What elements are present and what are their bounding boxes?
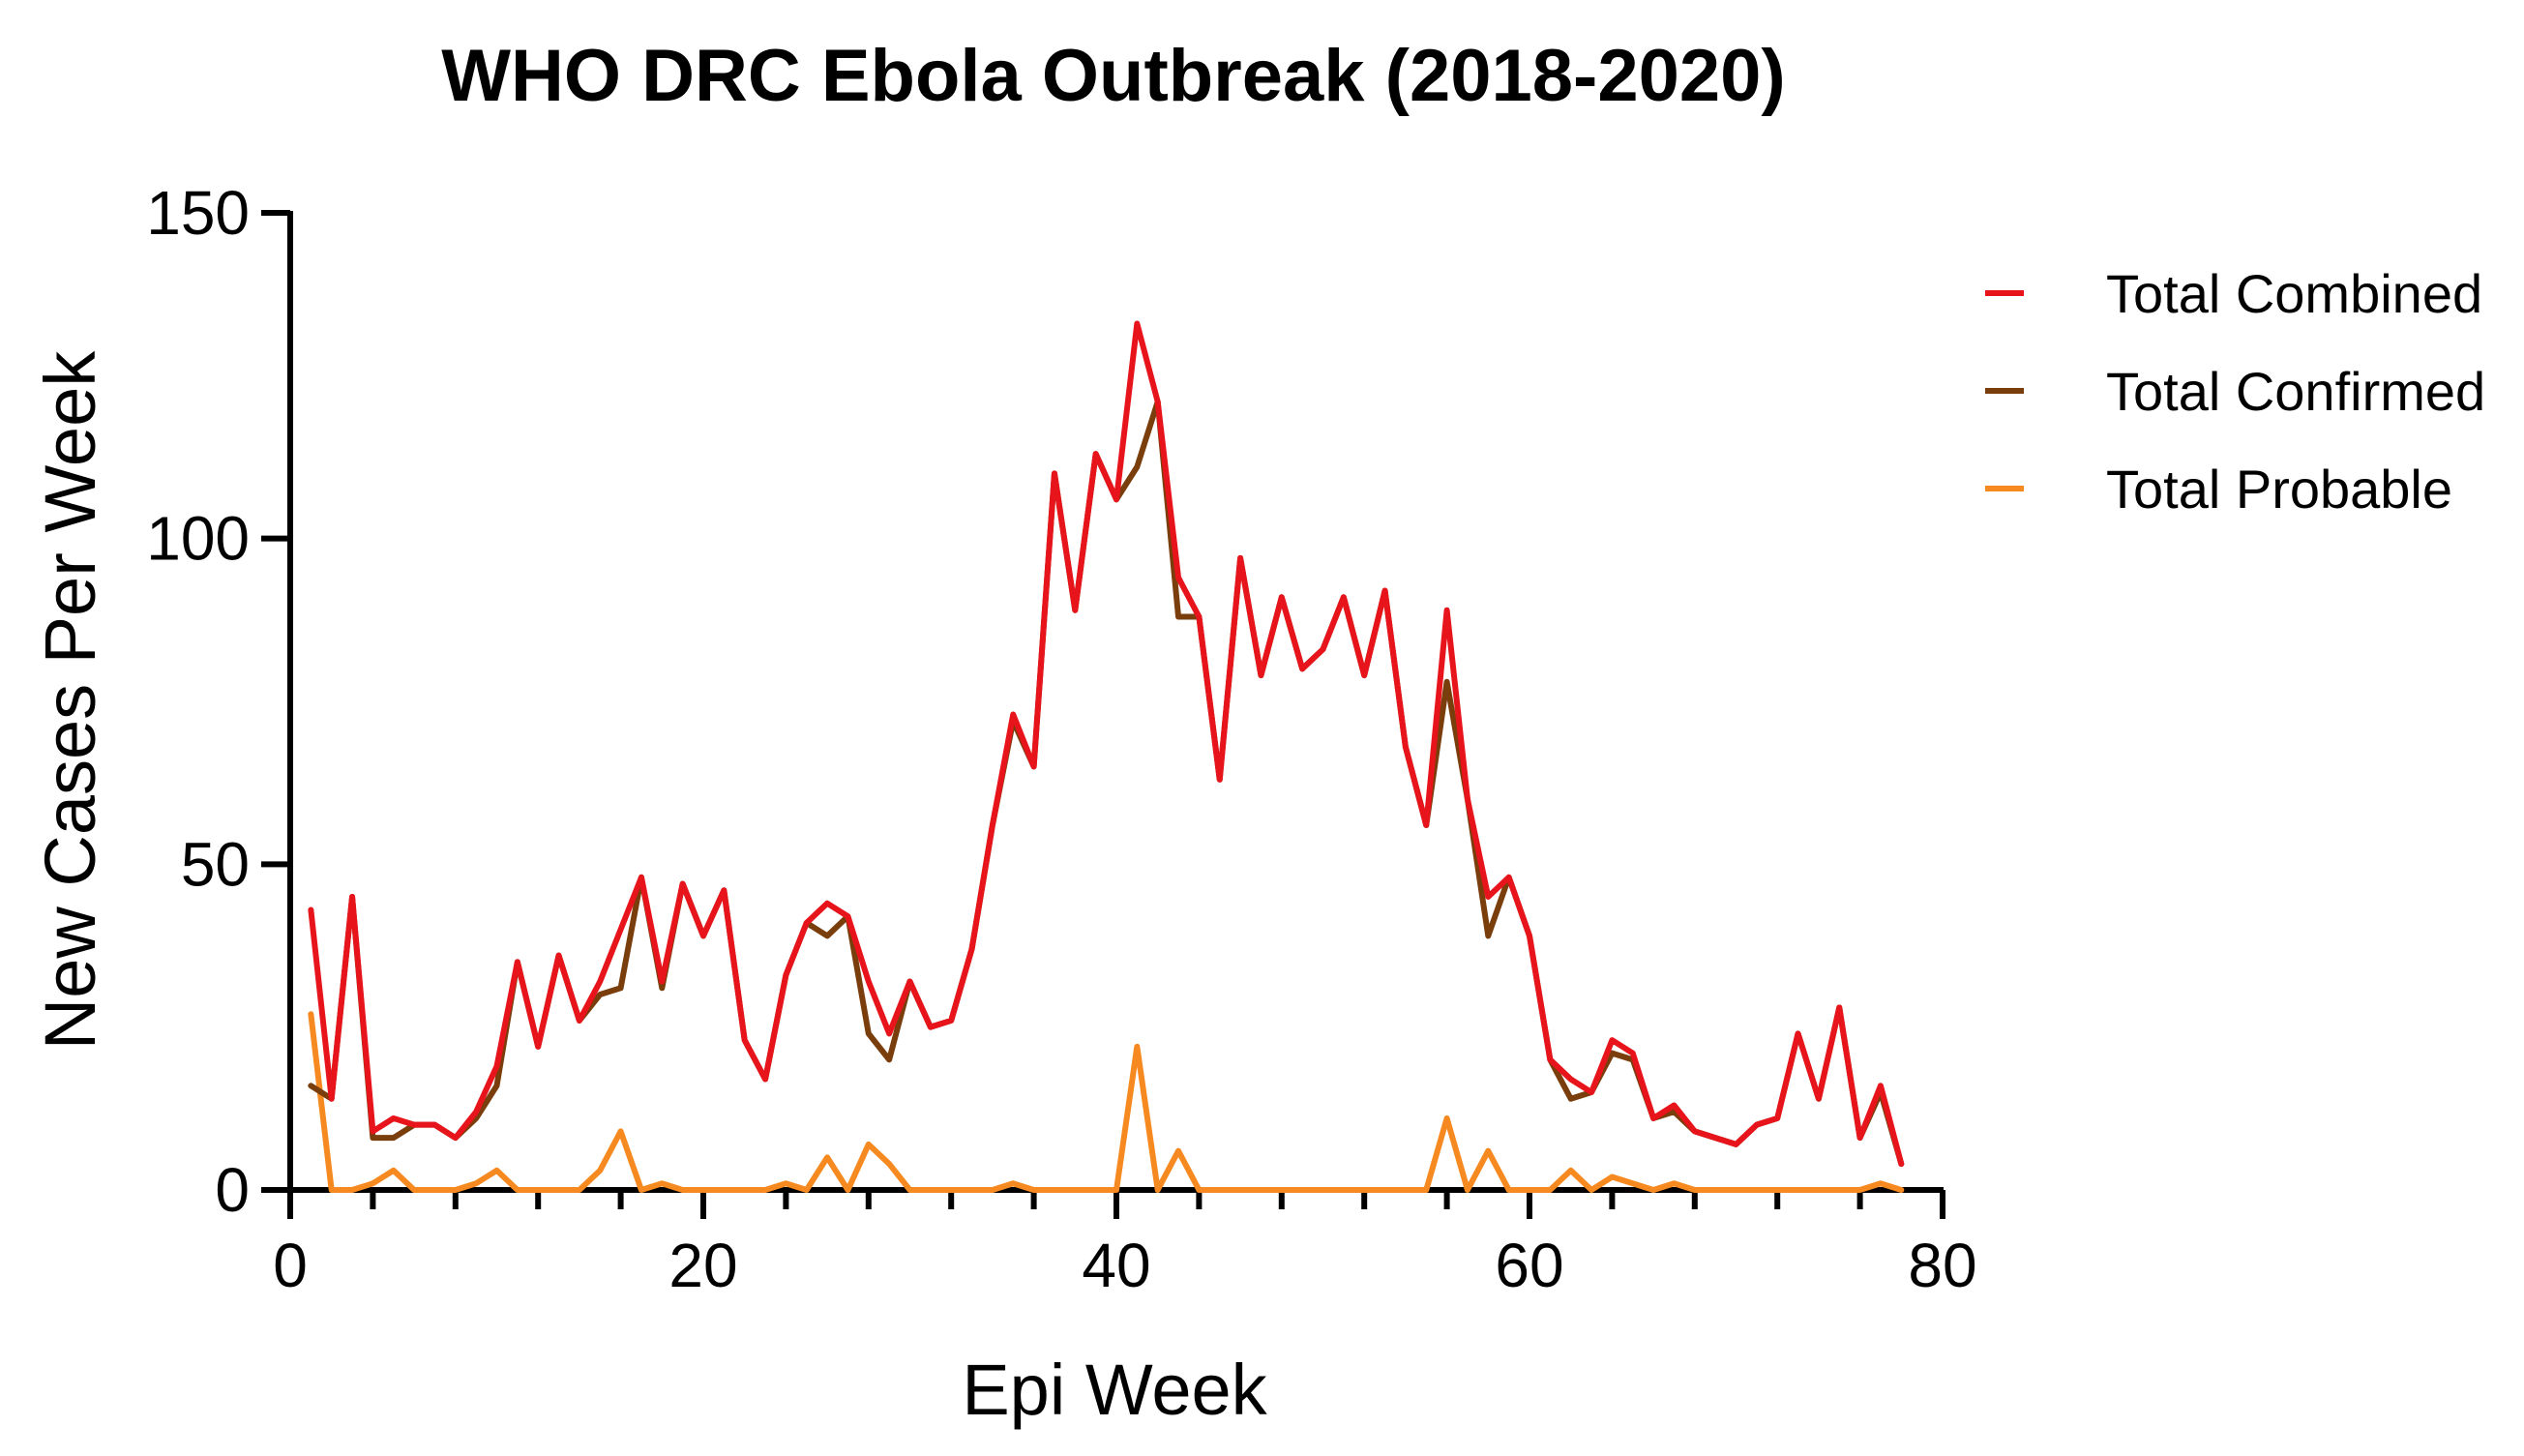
x-tick-label: 0 <box>273 1231 308 1300</box>
x-axis: 0 20 40 60 80 Epi Week <box>273 1187 1977 1430</box>
x-tick-label: 60 <box>1495 1231 1563 1300</box>
y-tick-label: 100 <box>146 504 250 574</box>
legend-label-total-probable: Total Probable <box>2106 459 2452 520</box>
series-line-total-confirmed <box>308 399 1905 1168</box>
x-axis-label: Epi Week <box>962 1350 1267 1430</box>
series-line-total-combined <box>308 320 1905 1168</box>
x-tick-label: 40 <box>1082 1231 1150 1300</box>
y-tick-label: 50 <box>181 829 250 899</box>
y-axis-label: New Cases Per Week <box>30 350 110 1050</box>
y-tick-label: 150 <box>146 178 250 248</box>
x-ticks: 0 20 40 60 80 <box>273 1190 1977 1300</box>
series-line-total-probable <box>308 1011 1905 1193</box>
legend-label-total-confirmed: Total Confirmed <box>2106 361 2485 422</box>
x-tick-label: 20 <box>668 1231 737 1300</box>
y-axis: 0 50 100 150 New Cases Per Week <box>30 178 293 1225</box>
series-group <box>308 320 1905 1193</box>
y-ticks: 0 50 100 150 <box>146 178 290 1225</box>
chart-title: WHO DRC Ebola Outbreak (2018-2020) <box>441 35 1786 117</box>
legend-label-total-combined: Total Combined <box>2106 263 2482 324</box>
legend: Total Combined Total Confirmed Total Proba… <box>1985 263 2485 520</box>
y-tick-label: 0 <box>215 1155 250 1225</box>
x-tick-label: 80 <box>1908 1231 1976 1300</box>
